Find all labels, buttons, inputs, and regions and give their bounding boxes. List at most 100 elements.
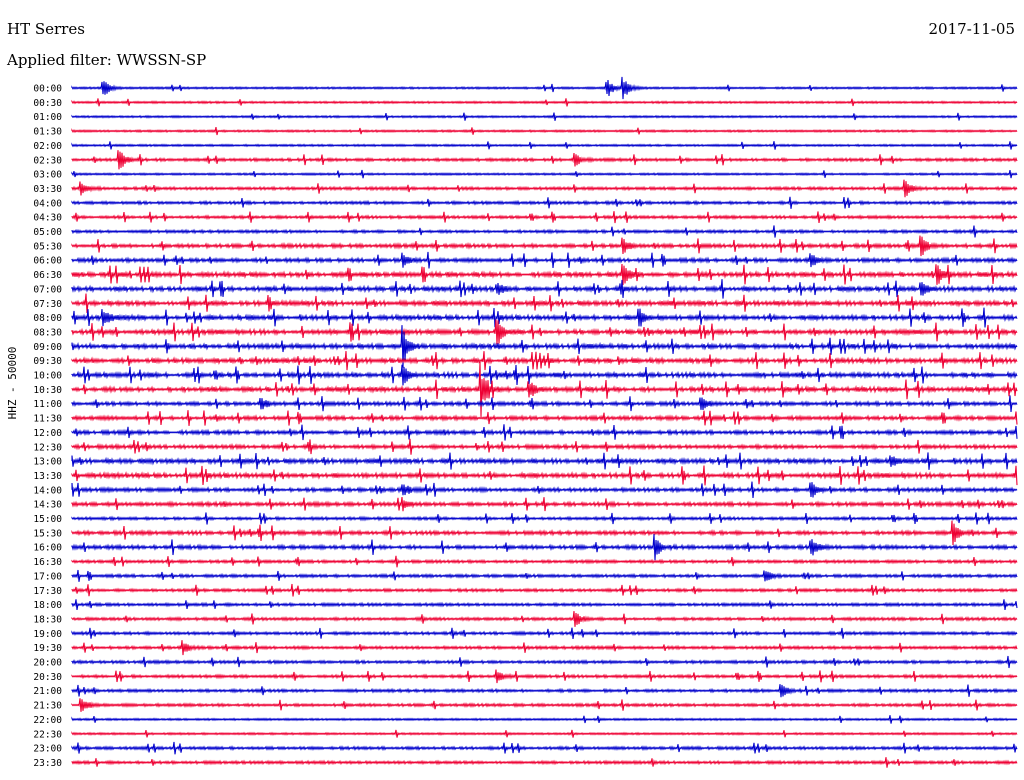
trace-row [71,655,1018,669]
trace-row [71,627,1018,639]
trace-row [71,438,1018,455]
time-tick-label: 01:30 [33,127,62,138]
trace-row [71,307,1018,328]
time-tick-label: 13:30 [33,471,62,482]
time-tick-label: 03:30 [33,184,62,195]
trace-row [71,169,1018,179]
time-tick-label: 22:30 [33,729,62,740]
date-label: 2017-11-05 [928,20,1015,38]
time-tick-label: 10:30 [33,385,62,396]
time-tick-label: 02:00 [33,141,62,152]
time-tick-label: 02:30 [33,155,62,166]
time-tick-label: 17:30 [33,586,62,597]
time-tick-label: 20:30 [33,672,62,683]
time-tick-label: 09:30 [33,356,62,367]
trace-row [71,361,1018,417]
trace-row [71,729,1018,738]
time-tick-label: 03:00 [33,170,62,181]
time-tick-label: 23:00 [33,744,62,755]
time-tick-label: 22:00 [33,715,62,726]
time-tick-label: 11:30 [33,414,62,425]
station-title: HT Serres [7,20,85,38]
trace-row [71,76,1018,100]
time-tick-label: 20:00 [33,658,62,669]
trace-row [71,364,1018,386]
trace-row [71,757,1018,768]
trace-row [71,611,1018,627]
trace-row [71,395,1018,413]
trace-row [71,112,1018,121]
time-tick-label: 23:30 [33,758,62,769]
time-tick-label: 13:00 [33,457,62,468]
time-tick-label: 11:00 [33,399,62,410]
trace-row [71,715,1018,724]
trace-row [71,534,1018,561]
time-tick-label: 12:00 [33,428,62,439]
trace-row [71,98,1018,107]
time-tick-label: 07:00 [33,284,62,295]
trace-row [71,465,1018,486]
time-tick-label: 01:00 [33,112,62,123]
trace-row [71,583,1018,597]
trace-row [71,569,1018,582]
trace-row [71,481,1018,499]
trace-row [71,196,1018,209]
trace-row [71,141,1018,150]
trace-row [71,179,1018,198]
trace-row [71,452,1018,470]
trace-row [71,225,1018,238]
time-tick-labels: 00:00 00:30 01:00 01:30 02:00 02:30 03:00 03:30… [33,84,62,769]
trace-row [71,150,1018,170]
time-tick-label: 04:30 [33,213,62,224]
time-tick-label: 14:30 [33,500,62,511]
trace-row [71,251,1018,269]
trace-row [71,512,1018,525]
time-tick-label: 05:00 [33,227,62,238]
time-tick-label: 06:00 [33,256,62,267]
time-tick-label: 05:30 [33,241,62,252]
trace-row [71,599,1018,610]
time-tick-label: 08:00 [33,313,62,324]
trace-row [71,235,1018,257]
time-tick-label: 15:30 [33,528,62,539]
time-tick-label: 00:00 [33,84,62,95]
trace-row [71,279,1018,299]
time-tick-label: 10:00 [33,371,62,382]
time-tick-label: 09:00 [33,342,62,353]
time-tick-label: 21:30 [33,701,62,712]
trace-row [71,126,1018,136]
trace-row [71,263,1018,286]
time-tick-label: 04:00 [33,198,62,209]
trace-row [71,325,1018,368]
filter-label: Applied filter: WWSSN-SP [7,51,207,69]
trace-row [71,698,1018,712]
trace-row [71,497,1018,512]
time-tick-label: 15:00 [33,514,62,525]
time-tick-label: 06:30 [33,270,62,281]
time-tick-label: 14:00 [33,485,62,496]
time-tick-label: 12:30 [33,442,62,453]
trace-row [71,741,1018,755]
time-tick-label: 18:00 [33,600,62,611]
trace-row [71,555,1018,568]
trace-row [71,319,1018,345]
trace-row [71,640,1018,656]
trace-row [71,520,1018,546]
trace-row [71,293,1018,314]
time-tick-label: 16:00 [33,543,62,554]
time-tick-label: 19:00 [33,629,62,640]
time-tick-label: 08:30 [33,327,62,338]
time-tick-label: 21:00 [33,686,62,697]
time-tick-label: 00:30 [33,98,62,109]
time-tick-label: 07:30 [33,299,62,310]
trace-row [71,669,1018,684]
trace-row [71,684,1018,698]
trace-row [71,424,1018,441]
trace-row [71,211,1018,224]
trace-group [71,76,1018,768]
time-tick-label: 18:30 [33,614,62,625]
time-tick-label: 19:30 [33,643,62,654]
time-tick-label: 17:00 [33,571,62,582]
trace-row [71,351,1018,371]
